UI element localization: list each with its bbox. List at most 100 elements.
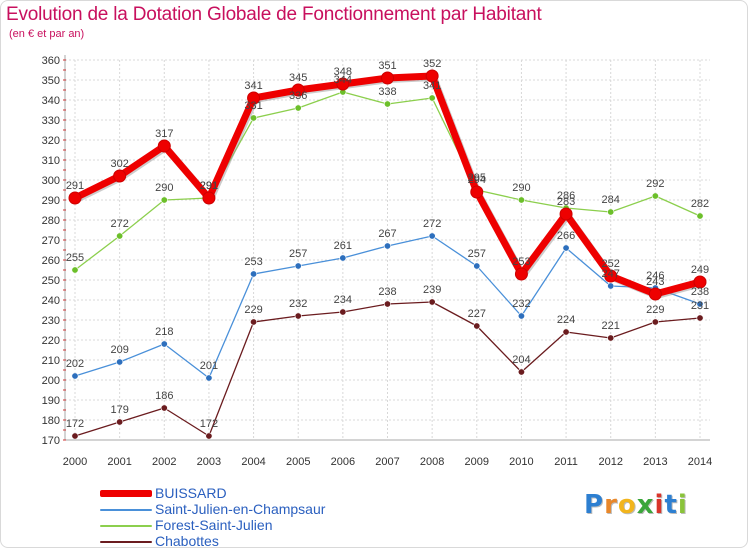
logo-letter: r: [604, 490, 618, 520]
data-label: 351: [378, 60, 396, 72]
data-point: [250, 318, 258, 326]
data-label: 209: [110, 344, 128, 356]
y-tick-label: 170: [42, 435, 60, 447]
data-label: 266: [557, 230, 575, 242]
data-point: [71, 432, 79, 440]
data-point: [294, 262, 302, 270]
x-tick-label: 2000: [63, 456, 87, 468]
data-point: [651, 192, 659, 200]
data-point: [517, 196, 525, 204]
data-point: [693, 275, 707, 289]
data-label: 272: [423, 218, 441, 230]
data-point: [336, 77, 350, 91]
data-point: [339, 308, 347, 316]
data-label: 227: [468, 308, 486, 320]
data-label: 272: [110, 218, 128, 230]
x-tick-label: 2003: [197, 456, 221, 468]
data-point: [562, 328, 570, 336]
legend-label: Chabottes: [155, 533, 219, 549]
data-label: 261: [334, 240, 352, 252]
data-point: [383, 242, 391, 250]
data-label: 231: [691, 300, 709, 312]
x-tick-label: 2004: [241, 456, 265, 468]
data-point: [607, 208, 615, 216]
y-tick-label: 340: [42, 95, 60, 107]
data-label: 291: [200, 180, 218, 192]
data-point: [473, 322, 481, 330]
data-point: [294, 104, 302, 112]
data-point: [696, 300, 704, 308]
data-label: 218: [155, 326, 173, 338]
data-point: [383, 300, 391, 308]
y-tick-label: 290: [42, 195, 60, 207]
data-label: 229: [244, 304, 262, 316]
data-point: [205, 432, 213, 440]
data-label: 341: [423, 80, 441, 92]
y-tick-label: 350: [42, 75, 60, 87]
data-label: 204: [512, 354, 530, 366]
data-label: 252: [602, 258, 620, 270]
data-point: [291, 83, 305, 97]
data-label: 229: [646, 304, 664, 316]
data-label: 253: [512, 256, 530, 268]
x-tick-label: 2001: [107, 456, 131, 468]
data-label: 232: [512, 298, 530, 310]
logo-letter: i: [654, 490, 665, 520]
data-point: [160, 404, 168, 412]
data-point: [428, 232, 436, 240]
x-tick-label: 2013: [643, 456, 667, 468]
data-label: 344: [334, 74, 352, 86]
y-tick-label: 230: [42, 315, 60, 327]
data-point: [247, 91, 261, 105]
x-tick-label: 2006: [331, 456, 355, 468]
logo-letter: x: [636, 490, 655, 520]
logo-letter: o: [617, 490, 637, 520]
data-point: [205, 374, 213, 382]
data-point: [696, 314, 704, 322]
data-label: 352: [423, 58, 441, 70]
data-label: 292: [646, 178, 664, 190]
y-tick-label: 200: [42, 375, 60, 387]
data-point: [339, 254, 347, 262]
legend-label: Forest-Saint-Julien: [155, 517, 273, 533]
y-tick-label: 180: [42, 415, 60, 427]
data-point: [294, 312, 302, 320]
data-point: [607, 334, 615, 342]
data-label: 257: [289, 248, 307, 260]
logo-letter: P: [584, 490, 605, 520]
data-label: 246: [646, 270, 664, 282]
y-tick-label: 310: [42, 155, 60, 167]
x-tick-label: 2009: [465, 456, 489, 468]
data-point: [202, 191, 216, 205]
data-point: [157, 139, 171, 153]
data-point: [517, 312, 525, 320]
data-label: 238: [691, 286, 709, 298]
y-tick-label: 240: [42, 295, 60, 307]
y-tick-label: 360: [42, 55, 60, 67]
data-label: 253: [244, 256, 262, 268]
data-label: 202: [66, 358, 84, 370]
data-point: [517, 368, 525, 376]
data-label: 282: [691, 198, 709, 210]
x-tick-label: 2010: [509, 456, 533, 468]
data-label: 172: [200, 418, 218, 430]
y-tick-label: 300: [42, 175, 60, 187]
data-label: 267: [378, 228, 396, 240]
data-label: 291: [200, 180, 218, 192]
logo-letter: i: [677, 490, 688, 520]
data-point: [113, 169, 127, 183]
y-tick-label: 220: [42, 335, 60, 347]
legend-swatch: [100, 541, 152, 543]
data-label: 341: [244, 80, 262, 92]
y-tick-label: 270: [42, 235, 60, 247]
x-tick-label: 2008: [420, 456, 444, 468]
data-label: 255: [66, 252, 84, 264]
logo-letter: t: [664, 490, 678, 520]
x-tick-label: 2011: [554, 456, 578, 468]
data-point: [71, 266, 79, 274]
data-label: 348: [334, 66, 352, 78]
data-label: 290: [155, 182, 173, 194]
data-label: 295: [468, 172, 486, 184]
data-label: 257: [468, 248, 486, 260]
